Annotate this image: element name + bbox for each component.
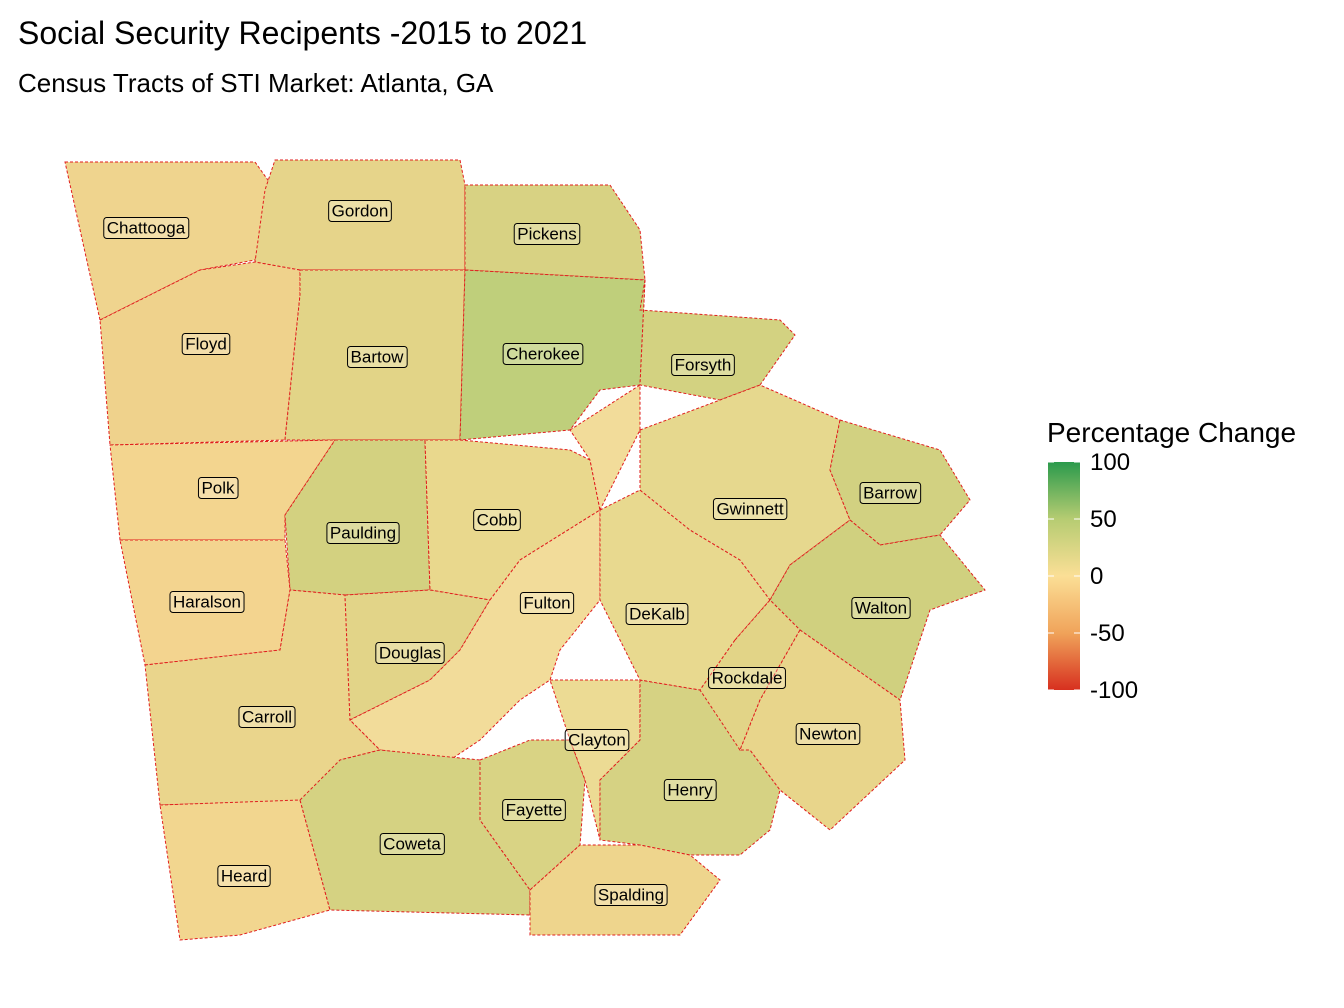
- subtitle: Census Tracts of STI Market: Atlanta, GA: [18, 68, 494, 98]
- county-label: Gwinnett: [716, 499, 783, 518]
- label-box: [217, 864, 271, 887]
- county-shape: [639, 279, 796, 401]
- county-shape: [109, 439, 336, 541]
- legend-tick-label: 0: [1090, 563, 1103, 590]
- county-shape: [299, 749, 531, 916]
- county-label: Haralson: [173, 592, 241, 611]
- county-label: Polk: [201, 478, 235, 497]
- label-box: [169, 590, 245, 613]
- label-box: [502, 342, 584, 365]
- label-box: [625, 602, 689, 625]
- county-shape: [479, 739, 586, 891]
- label-box: [708, 666, 786, 689]
- county-label: Carroll: [242, 707, 292, 726]
- label-box: [513, 222, 581, 245]
- legend-tick-label: 100: [1090, 449, 1130, 476]
- county-label: DeKalb: [629, 604, 685, 623]
- label-box: [663, 778, 717, 801]
- counties: [64, 159, 986, 941]
- label-box: [712, 497, 788, 520]
- title: Social Security Recipents -2015 to 2021: [18, 15, 587, 51]
- county-label: Newton: [799, 724, 857, 743]
- county-label: Bartow: [351, 347, 405, 366]
- county-label: Chattooga: [107, 218, 186, 237]
- county-label: Floyd: [185, 334, 227, 353]
- label-box: [795, 722, 861, 745]
- county-label: Pickens: [517, 224, 577, 243]
- county-shape: [464, 184, 646, 281]
- county-label: Forsyth: [675, 355, 732, 374]
- label-box: [473, 508, 521, 531]
- county-shape: [739, 629, 906, 831]
- label-box: [103, 216, 190, 239]
- county-label: Walton: [855, 598, 907, 617]
- county-label: Heard: [221, 866, 267, 885]
- label-box: [238, 705, 296, 728]
- label-box: [197, 476, 239, 499]
- legend-tick-label: -100: [1090, 677, 1138, 704]
- county-label: Clayton: [568, 730, 626, 749]
- label-box: [564, 728, 630, 751]
- county-label: Cherokee: [506, 344, 580, 363]
- county-label: Henry: [667, 780, 713, 799]
- county-shape: [424, 439, 601, 601]
- county-label: Spalding: [598, 885, 664, 904]
- county-labels: Chattooga Gordon Pickens Floyd Bartow Ch…: [103, 199, 922, 906]
- label-box: [519, 591, 575, 614]
- county-label: Fulton: [523, 593, 570, 612]
- legend-tick-label: 50: [1090, 506, 1117, 533]
- county-label: Gordon: [332, 201, 389, 220]
- county-label: Coweta: [383, 834, 441, 853]
- county-label: Rockdale: [712, 668, 783, 687]
- label-box: [502, 798, 566, 821]
- county-shape: [159, 799, 331, 941]
- county-label: Cobb: [477, 510, 518, 529]
- label-box: [859, 481, 922, 504]
- label-box: [328, 199, 392, 222]
- county-label: Douglas: [379, 643, 441, 662]
- label-box: [375, 641, 445, 664]
- label-box: [326, 521, 400, 544]
- label-box: [379, 832, 445, 855]
- label-box: [181, 332, 231, 355]
- label-box: [671, 353, 735, 376]
- legend-tick-label: -50: [1090, 620, 1125, 647]
- county-shape: [529, 844, 721, 936]
- county-label: Barrow: [863, 483, 918, 502]
- label-box: [594, 883, 668, 906]
- county-shape: [99, 261, 301, 446]
- legend-title: Percentage Change: [1047, 417, 1296, 448]
- label-box: [851, 596, 911, 619]
- county-label: Fayette: [506, 800, 563, 819]
- label-box: [347, 345, 408, 368]
- county-label: Paulding: [330, 523, 396, 542]
